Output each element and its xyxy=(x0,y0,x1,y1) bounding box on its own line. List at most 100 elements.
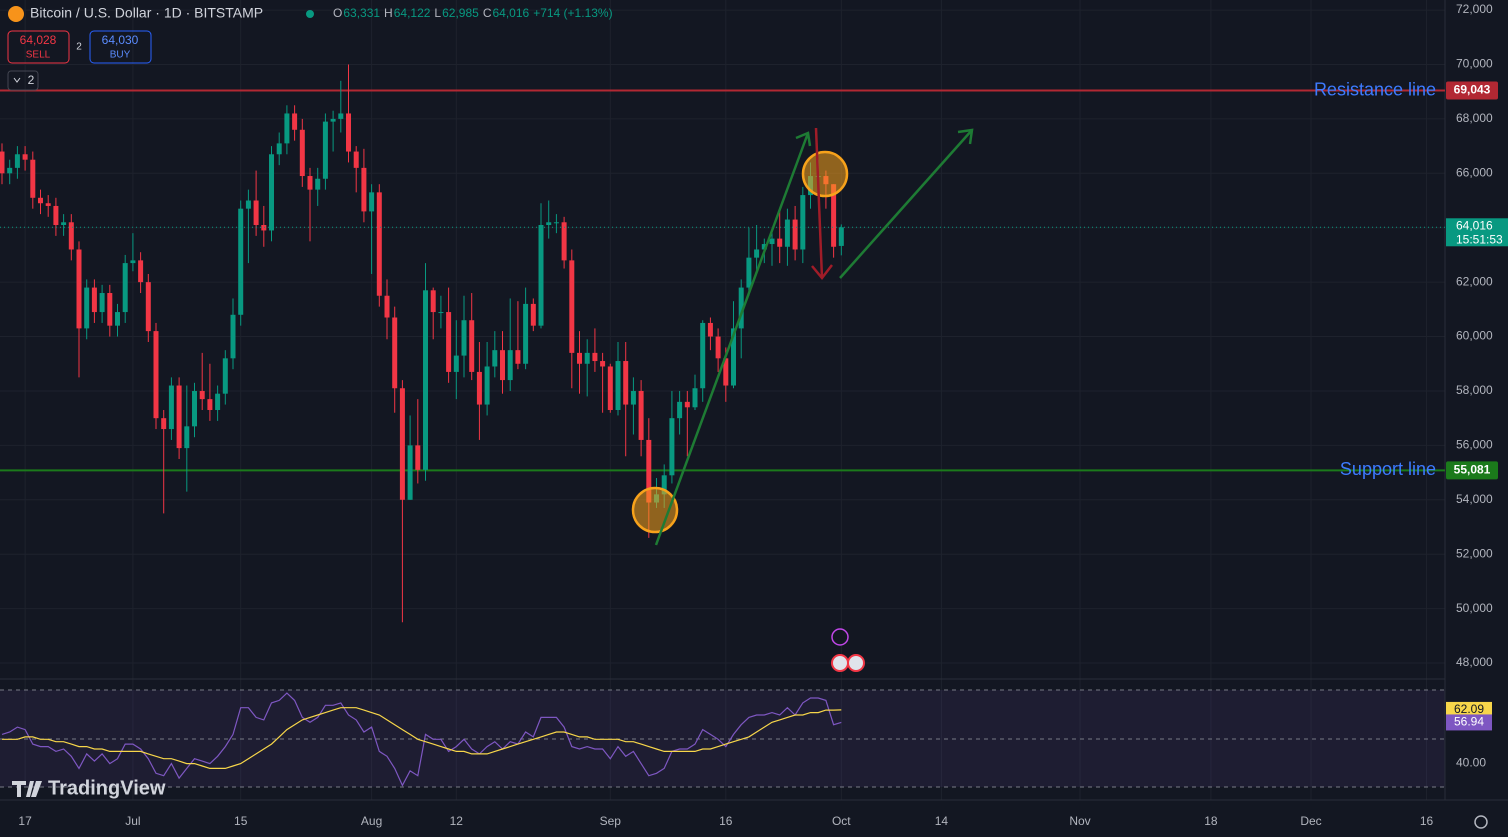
candle-body xyxy=(623,361,629,405)
candle-body xyxy=(492,350,498,367)
candle-body xyxy=(76,249,82,329)
rsi-line xyxy=(2,707,842,770)
candle-body xyxy=(145,282,151,332)
sell-label: SELL xyxy=(26,50,51,61)
candle-body xyxy=(269,154,275,231)
candle-body xyxy=(800,195,806,250)
candle-body xyxy=(138,260,144,283)
candle-body xyxy=(45,203,51,206)
candle-body xyxy=(199,390,205,400)
level-tag xyxy=(1446,461,1498,480)
candle-body xyxy=(784,219,790,247)
forecast-arrow-head xyxy=(957,128,974,145)
y-tick-label: 62,000 xyxy=(1456,274,1493,288)
level-tag-label: 69,043 xyxy=(1454,83,1491,97)
candle-body xyxy=(600,361,606,367)
candle-body xyxy=(530,303,536,326)
candle-body xyxy=(731,328,737,386)
candle-body xyxy=(769,238,775,245)
sell-button[interactable] xyxy=(7,30,70,64)
last-price-label: 64,016 xyxy=(1456,218,1493,232)
x-tick-label: Dec xyxy=(1300,814,1321,828)
event-icon xyxy=(831,654,849,672)
candle-body xyxy=(838,227,844,246)
candle-body xyxy=(592,352,598,362)
candle-body xyxy=(369,192,375,212)
candle-body xyxy=(238,208,244,315)
buy-button[interactable] xyxy=(89,30,152,64)
down-arrow-head xyxy=(811,264,833,280)
x-tick-label: 18 xyxy=(1204,814,1218,828)
candle-body xyxy=(38,197,44,204)
event-icon xyxy=(831,628,849,646)
candle-body xyxy=(361,167,367,212)
candle-body xyxy=(561,222,567,261)
candle-body xyxy=(22,154,28,160)
candle-body xyxy=(14,154,20,168)
up-arrow-head xyxy=(795,131,812,147)
annotations xyxy=(631,127,974,546)
candle-body xyxy=(176,385,182,449)
candle-body xyxy=(761,244,767,250)
x-tick-label: Jul xyxy=(125,814,140,828)
candle-body xyxy=(207,399,213,411)
candle-body xyxy=(446,312,452,372)
x-tick-label: Aug xyxy=(361,814,382,828)
y-tick-label: 48,000 xyxy=(1456,655,1493,669)
candle-body xyxy=(684,401,690,408)
y-tick-label: 68,000 xyxy=(1456,111,1493,125)
candle-body xyxy=(299,129,305,177)
candle-body xyxy=(669,418,675,476)
chart-title: Bitcoin / U.S. Dollar · 1D · BITSTAMP xyxy=(30,5,263,21)
candle-body xyxy=(61,222,67,226)
candle-body xyxy=(677,401,683,419)
settings-icon[interactable] xyxy=(1474,815,1488,829)
x-tick-label: 14 xyxy=(935,814,949,828)
event-icons xyxy=(831,628,865,672)
coin-icon xyxy=(8,6,24,22)
candle-body xyxy=(461,320,467,356)
candle-body xyxy=(523,303,529,364)
indicator-toggle[interactable] xyxy=(7,70,39,91)
up-arrow xyxy=(654,132,810,546)
candle-body xyxy=(723,358,729,386)
candle-body xyxy=(792,219,798,250)
candle-body xyxy=(261,225,267,231)
rsi-tag-label: 62.09 xyxy=(1454,702,1484,716)
candle-body xyxy=(84,287,90,329)
legend-value: 64,016 xyxy=(492,6,529,20)
candle-body xyxy=(222,358,228,394)
candle-body xyxy=(831,184,837,247)
forecast-arrow xyxy=(839,129,973,279)
candle-body xyxy=(777,238,783,247)
candle-body xyxy=(161,418,167,430)
legend-value: 63,331 xyxy=(343,6,380,20)
rsi-tag xyxy=(1446,701,1492,718)
logo-text: TradingView xyxy=(48,777,166,799)
plot: Resistance line Support line xyxy=(0,64,1445,787)
candle-body xyxy=(307,176,313,190)
candle-body xyxy=(338,113,344,119)
candle-body xyxy=(515,350,521,364)
candle-body xyxy=(253,200,259,226)
y-tick-label: 58,000 xyxy=(1456,383,1493,397)
legend-key: H xyxy=(384,6,393,20)
chevron xyxy=(13,77,21,83)
y-tick-label: 54,000 xyxy=(1456,492,1493,506)
candle-body xyxy=(315,178,321,190)
y-tick-label: 56,000 xyxy=(1456,438,1493,452)
candle-body xyxy=(107,293,113,326)
candle-body xyxy=(407,445,413,500)
level-tag-label: 55,081 xyxy=(1454,463,1491,477)
rsi-tick-label: 40.00 xyxy=(1456,756,1486,770)
candle-body xyxy=(584,352,590,364)
candle-body xyxy=(438,312,444,314)
candle-body xyxy=(245,200,251,209)
candle-body xyxy=(30,159,36,198)
candle-body xyxy=(168,385,174,430)
x-tick-label: 16 xyxy=(1420,814,1434,828)
candle-body xyxy=(538,225,544,326)
sell-price: 64,028 xyxy=(20,33,57,47)
low-circle xyxy=(631,486,679,534)
